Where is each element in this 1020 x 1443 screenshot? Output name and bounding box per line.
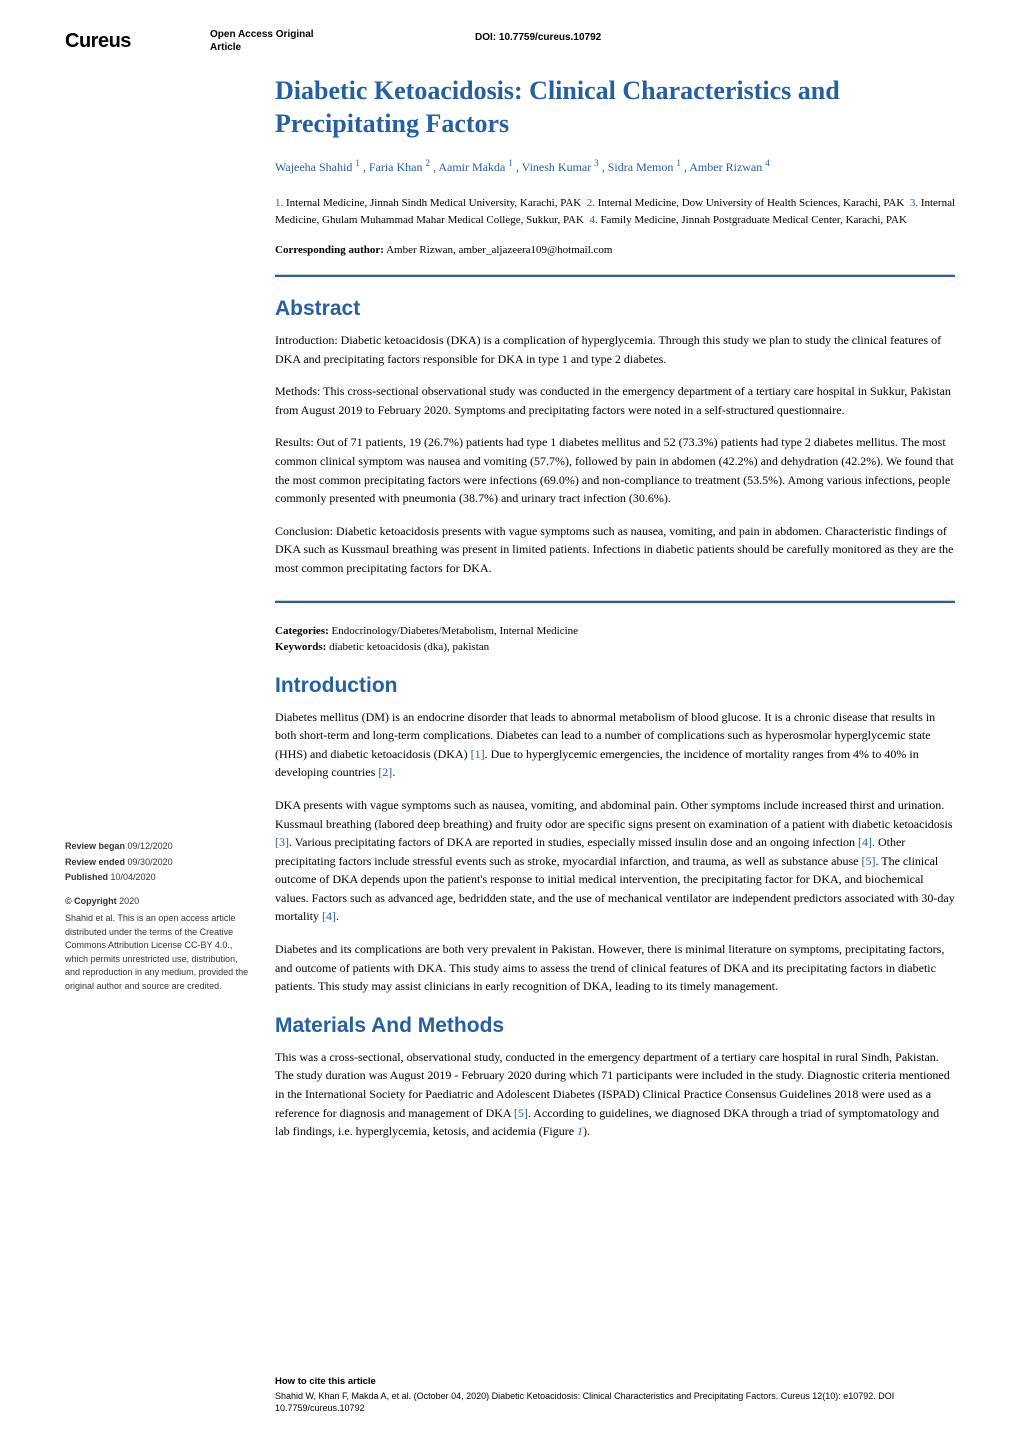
- review-began: Review began 09/12/2020: [65, 840, 250, 854]
- categories-text: Endocrinology/Diabetes/Metabolism, Inter…: [332, 625, 579, 637]
- article-type-line2: Article: [210, 42, 241, 53]
- journal-logo: Cureus: [65, 30, 131, 53]
- divider: [275, 600, 955, 603]
- main-content: Diabetic Ketoacidosis: Clinical Characte…: [275, 75, 955, 1155]
- divider: [275, 274, 955, 277]
- published: Published 10/04/2020: [65, 871, 250, 885]
- ref-5b[interactable]: [5]: [514, 1106, 528, 1120]
- ref-1[interactable]: [1]: [471, 747, 485, 761]
- author-link[interactable]: Faria Khan: [369, 160, 423, 174]
- review-began-label: Review began: [65, 841, 125, 851]
- affiliations: 1. Internal Medicine, Jinnah Sindh Medic…: [275, 195, 955, 228]
- intro-p1: Diabetes mellitus (DM) is an endocrine d…: [275, 708, 955, 782]
- review-began-date: 09/12/2020: [128, 841, 173, 851]
- abstract-results: Results: Out of 71 patients, 19 (26.7%) …: [275, 433, 955, 507]
- intro-p2b: . Various precipitating factors of DKA a…: [289, 835, 858, 849]
- keywords: Keywords: diabetic ketoacidosis (dka), p…: [275, 639, 955, 656]
- footer-citation: How to cite this article Shahid W, Khan …: [275, 1375, 955, 1415]
- author-link[interactable]: Vinesh Kumar: [522, 160, 592, 174]
- review-ended-date: 09/30/2020: [128, 857, 173, 867]
- introduction-heading: Introduction: [275, 674, 955, 698]
- keywords-text: diabetic ketoacidosis (dka), pakistan: [329, 641, 489, 653]
- methods-p1: This was a cross-sectional, observationa…: [275, 1048, 955, 1141]
- license-text: Shahid et al. This is an open access art…: [65, 912, 250, 993]
- intro-p3: Diabetes and its complications are both …: [275, 940, 955, 996]
- categories: Categories: Endocrinology/Diabetes/Metab…: [275, 623, 955, 640]
- intro-p2a: DKA presents with vague symptoms such as…: [275, 798, 952, 831]
- categories-label: Categories:: [275, 625, 329, 637]
- corresponding-author: Corresponding author: Amber Rizwan, ambe…: [275, 244, 955, 256]
- author-list: Wajeeha Shahid 1 , Faria Khan 2 , Aamir …: [275, 158, 955, 175]
- copyright: © Copyright 2020: [65, 895, 250, 909]
- methods-p1c: ).: [583, 1124, 590, 1138]
- corresponding-text: Amber Rizwan, amber_aljazeera109@hotmail…: [386, 244, 612, 256]
- published-date: 10/04/2020: [111, 872, 156, 882]
- ref-2[interactable]: [2]: [378, 765, 392, 779]
- ref-3[interactable]: [3]: [275, 835, 289, 849]
- author-link[interactable]: Aamir Makda: [438, 160, 505, 174]
- copyright-label: © Copyright: [65, 896, 117, 906]
- sidebar-metadata: Review began 09/12/2020 Review ended 09/…: [65, 840, 250, 993]
- abstract-intro: Introduction: Diabetic ketoacidosis (DKA…: [275, 331, 955, 368]
- ref-4[interactable]: [4]: [858, 835, 872, 849]
- abstract-heading: Abstract: [275, 297, 955, 321]
- methods-heading: Materials And Methods: [275, 1014, 955, 1038]
- ref-5[interactable]: [5]: [861, 854, 875, 868]
- ref-4b[interactable]: [4]: [322, 909, 336, 923]
- article-type-line1: Open Access Original: [210, 29, 314, 40]
- published-label: Published: [65, 872, 108, 882]
- keywords-label: Keywords:: [275, 641, 326, 653]
- abstract-methods: Methods: This cross-sectional observatio…: [275, 382, 955, 419]
- abstract-conclusion: Conclusion: Diabetic ketoacidosis presen…: [275, 522, 955, 578]
- review-ended-label: Review ended: [65, 857, 125, 867]
- author-link[interactable]: Amber Rizwan: [689, 160, 762, 174]
- article-type: Open Access Original Article: [210, 28, 314, 54]
- corresponding-label: Corresponding author:: [275, 244, 384, 256]
- intro-p2: DKA presents with vague symptoms such as…: [275, 796, 955, 926]
- copyright-year: 2020: [119, 896, 139, 906]
- doi-label: DOI: 10.7759/cureus.10792: [475, 32, 601, 43]
- review-ended: Review ended 09/30/2020: [65, 856, 250, 870]
- citation-text: Shahid W, Khan F, Makda A, et al. (Octob…: [275, 1390, 955, 1415]
- howto-label: How to cite this article: [275, 1375, 955, 1388]
- author-link[interactable]: Wajeeha Shahid: [275, 160, 352, 174]
- author-link[interactable]: Sidra Memon: [608, 160, 674, 174]
- article-title: Diabetic Ketoacidosis: Clinical Characte…: [275, 75, 955, 140]
